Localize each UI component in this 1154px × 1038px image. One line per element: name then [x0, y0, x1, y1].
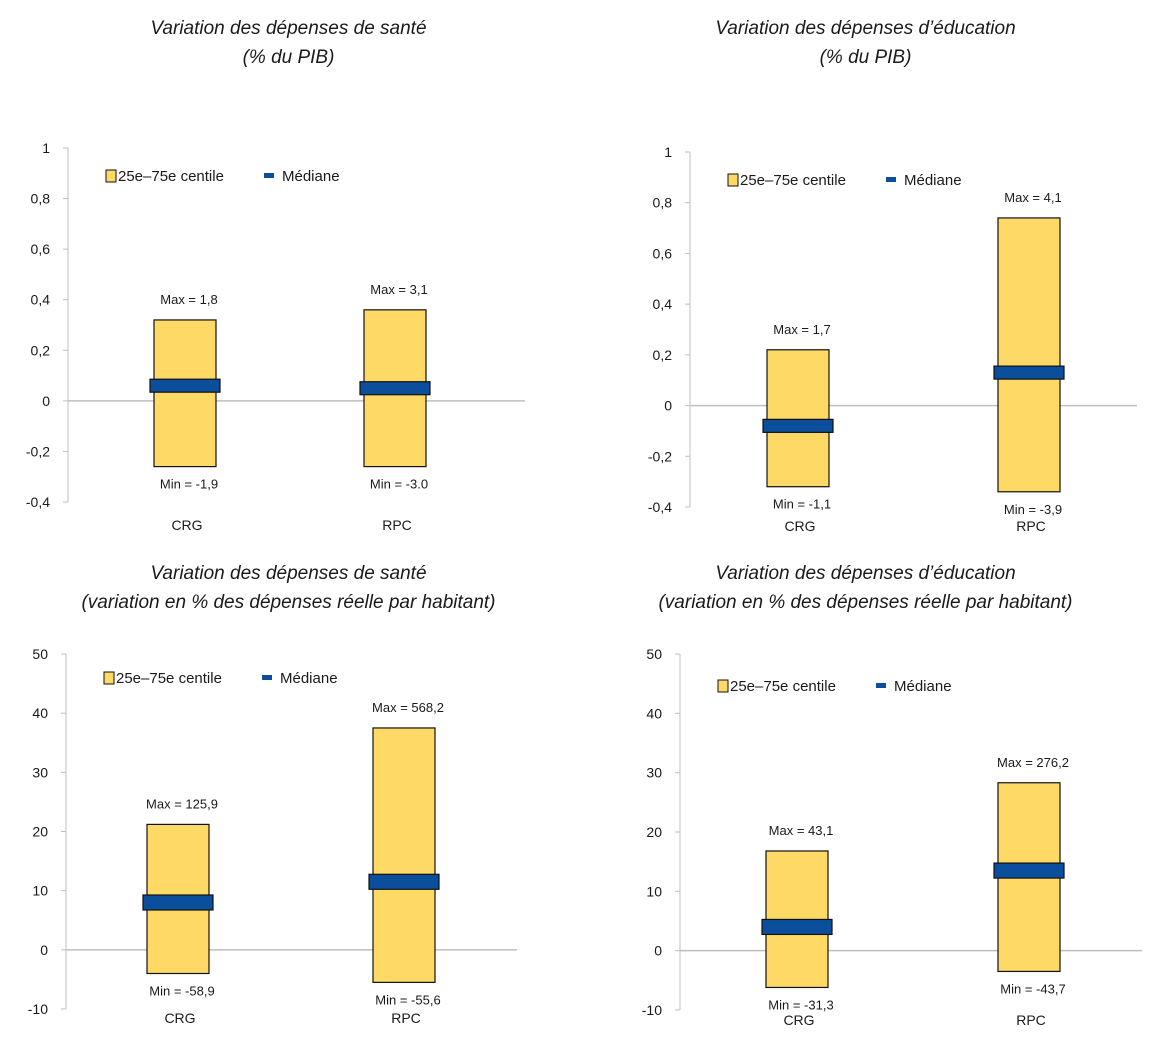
y-tick-label: 0,6 — [31, 241, 51, 257]
x-category-label: CRG — [784, 518, 815, 534]
chart-title: Variation des dépenses de santé — [150, 563, 427, 584]
y-tick-label: 0,8 — [31, 191, 51, 207]
min-label: Min = -43,7 — [1000, 981, 1065, 996]
legend-swatch-range — [727, 173, 739, 187]
min-label: Min = -3.0 — [370, 477, 428, 492]
range-bar-rpc — [372, 727, 436, 983]
x-category-label: CRG — [783, 1012, 814, 1028]
chart-panel-education-per-capita: Variation des dépenses d’éducation (vari… — [577, 545, 1154, 1038]
min-label: Min = -31,3 — [768, 997, 833, 1012]
chart-svg-health-gdp: -0,4 -0,2 0 0,2 0,4 0,6 0,8 1 Max = 1,8 Min = -1,… — [26, 140, 525, 533]
chart-subtitle: (variation en % des dépenses réelle par … — [658, 592, 1073, 613]
y-tick-label: -0,4 — [648, 499, 672, 515]
chart-title: Variation des dépenses d’éducation — [715, 563, 1016, 584]
y-tick-label: 1 — [664, 144, 672, 160]
median-marker-crg — [761, 918, 833, 936]
legend-label-range: 25e–75e centile — [730, 678, 836, 695]
y-tick-label: -10 — [28, 1001, 48, 1017]
legend-swatch-range — [103, 671, 115, 685]
range-bar-rpc — [997, 217, 1061, 493]
min-label: Min = -55,6 — [375, 992, 440, 1007]
y-tick-label: 0,6 — [653, 245, 673, 261]
y-tick-label: 0,2 — [653, 347, 673, 363]
chart-subtitle: (% du PIB) — [819, 47, 912, 68]
legend-swatch-median — [262, 675, 272, 680]
range-bar-crg — [766, 349, 830, 488]
min-label: Min = -58,9 — [149, 984, 214, 999]
x-category-label: CRG — [171, 517, 202, 533]
median-marker-rpc — [993, 862, 1065, 879]
y-tick-label: 20 — [32, 824, 48, 840]
x-category-label: RPC — [391, 1010, 421, 1026]
x-category-label: RPC — [1016, 518, 1046, 534]
median-marker-rpc — [368, 873, 440, 890]
y-tick-label: 30 — [32, 764, 48, 780]
max-label: Max = 4,1 — [1004, 190, 1061, 205]
x-category-label: RPC — [382, 517, 412, 533]
chart-panel-education-gdp: Variation des dépenses d’éducation (% du… — [577, 0, 1154, 545]
legend-swatch-median — [886, 177, 896, 182]
max-label: Max = 276,2 — [997, 755, 1069, 770]
chart-panel-health-per-capita: Variation des dépenses de santé (variati… — [0, 545, 577, 1038]
y-tick-label: 0,4 — [653, 296, 673, 312]
chart-panel-health-gdp: Variation des dépenses de santé (% du PI… — [0, 0, 577, 545]
median-marker-crg — [762, 418, 834, 433]
median-marker-rpc — [993, 365, 1065, 380]
y-tick-label: 10 — [32, 883, 48, 899]
legend-label-range: 25e–75e centile — [116, 670, 222, 687]
chart-title: Variation des dépenses de santé — [150, 18, 427, 39]
max-label: Max = 1,8 — [160, 292, 217, 307]
legend-label-median: Médiane — [282, 168, 340, 185]
max-label: Max = 1,7 — [773, 322, 830, 337]
y-tick-label: 0 — [664, 398, 672, 414]
x-category-label: CRG — [164, 1010, 195, 1026]
median-marker-crg — [149, 378, 221, 393]
median-marker-crg — [142, 894, 214, 911]
max-label: Max = 568,2 — [372, 700, 444, 715]
y-tick-label: -0,4 — [26, 494, 50, 510]
x-category-label: RPC — [1016, 1012, 1046, 1028]
chart-subtitle: (variation en % des dépenses réelle par … — [81, 592, 496, 613]
y-tick-label: -0,2 — [26, 443, 50, 459]
max-label: Max = 125,9 — [146, 796, 218, 811]
y-tick-label: 50 — [646, 646, 662, 662]
min-label: Min = -1,9 — [160, 477, 218, 492]
y-tick-label: 0 — [654, 943, 662, 959]
legend-swatch-median — [264, 173, 274, 178]
legend-swatch-range — [105, 169, 117, 183]
y-tick-label: 0,2 — [31, 342, 51, 358]
legend-swatch-range — [717, 679, 729, 693]
y-tick-label: 50 — [32, 646, 48, 662]
y-tick-label: 0,8 — [653, 195, 673, 211]
legend-label-median: Médiane — [894, 678, 952, 695]
legend-label-range: 25e–75e centile — [118, 168, 224, 185]
y-tick-label: 20 — [646, 824, 662, 840]
legend-swatch-median — [876, 683, 886, 688]
legend-label-median: Médiane — [904, 172, 962, 189]
y-tick-label: -10 — [642, 1002, 662, 1018]
y-tick-label: 1 — [42, 140, 50, 156]
chart-subtitle: (% du PIB) — [242, 47, 335, 68]
y-tick-label: 40 — [32, 705, 48, 721]
y-tick-label: 0,4 — [31, 292, 51, 308]
chart-svg-health-per-capita: -10 0 10 20 30 40 50 Max = 125,9 Min = -58,9 CRG M… — [28, 646, 517, 1026]
min-label: Min = -3,9 — [1004, 502, 1062, 517]
legend-label-median: Médiane — [280, 670, 338, 687]
y-tick-label: 10 — [646, 883, 662, 899]
max-label: Max = 3,1 — [370, 282, 427, 297]
y-tick-label: 0 — [40, 942, 48, 958]
legend-label-range: 25e–75e centile — [740, 172, 846, 189]
y-tick-label: 30 — [646, 765, 662, 781]
min-label: Min = -1,1 — [773, 497, 831, 512]
chart-title: Variation des dépenses d’éducation — [715, 18, 1016, 39]
chart-svg-education-gdp: -0,4 -0,2 0 0,2 0,4 0,6 0,8 1 Max = 1,7 Min = -1,… — [648, 144, 1137, 534]
y-tick-label: -0,2 — [648, 448, 672, 464]
y-tick-label: 0 — [42, 393, 50, 409]
range-bar-crg — [153, 319, 217, 468]
median-marker-rpc — [359, 381, 431, 396]
max-label: Max = 43,1 — [769, 823, 834, 838]
y-tick-label: 40 — [646, 705, 662, 721]
